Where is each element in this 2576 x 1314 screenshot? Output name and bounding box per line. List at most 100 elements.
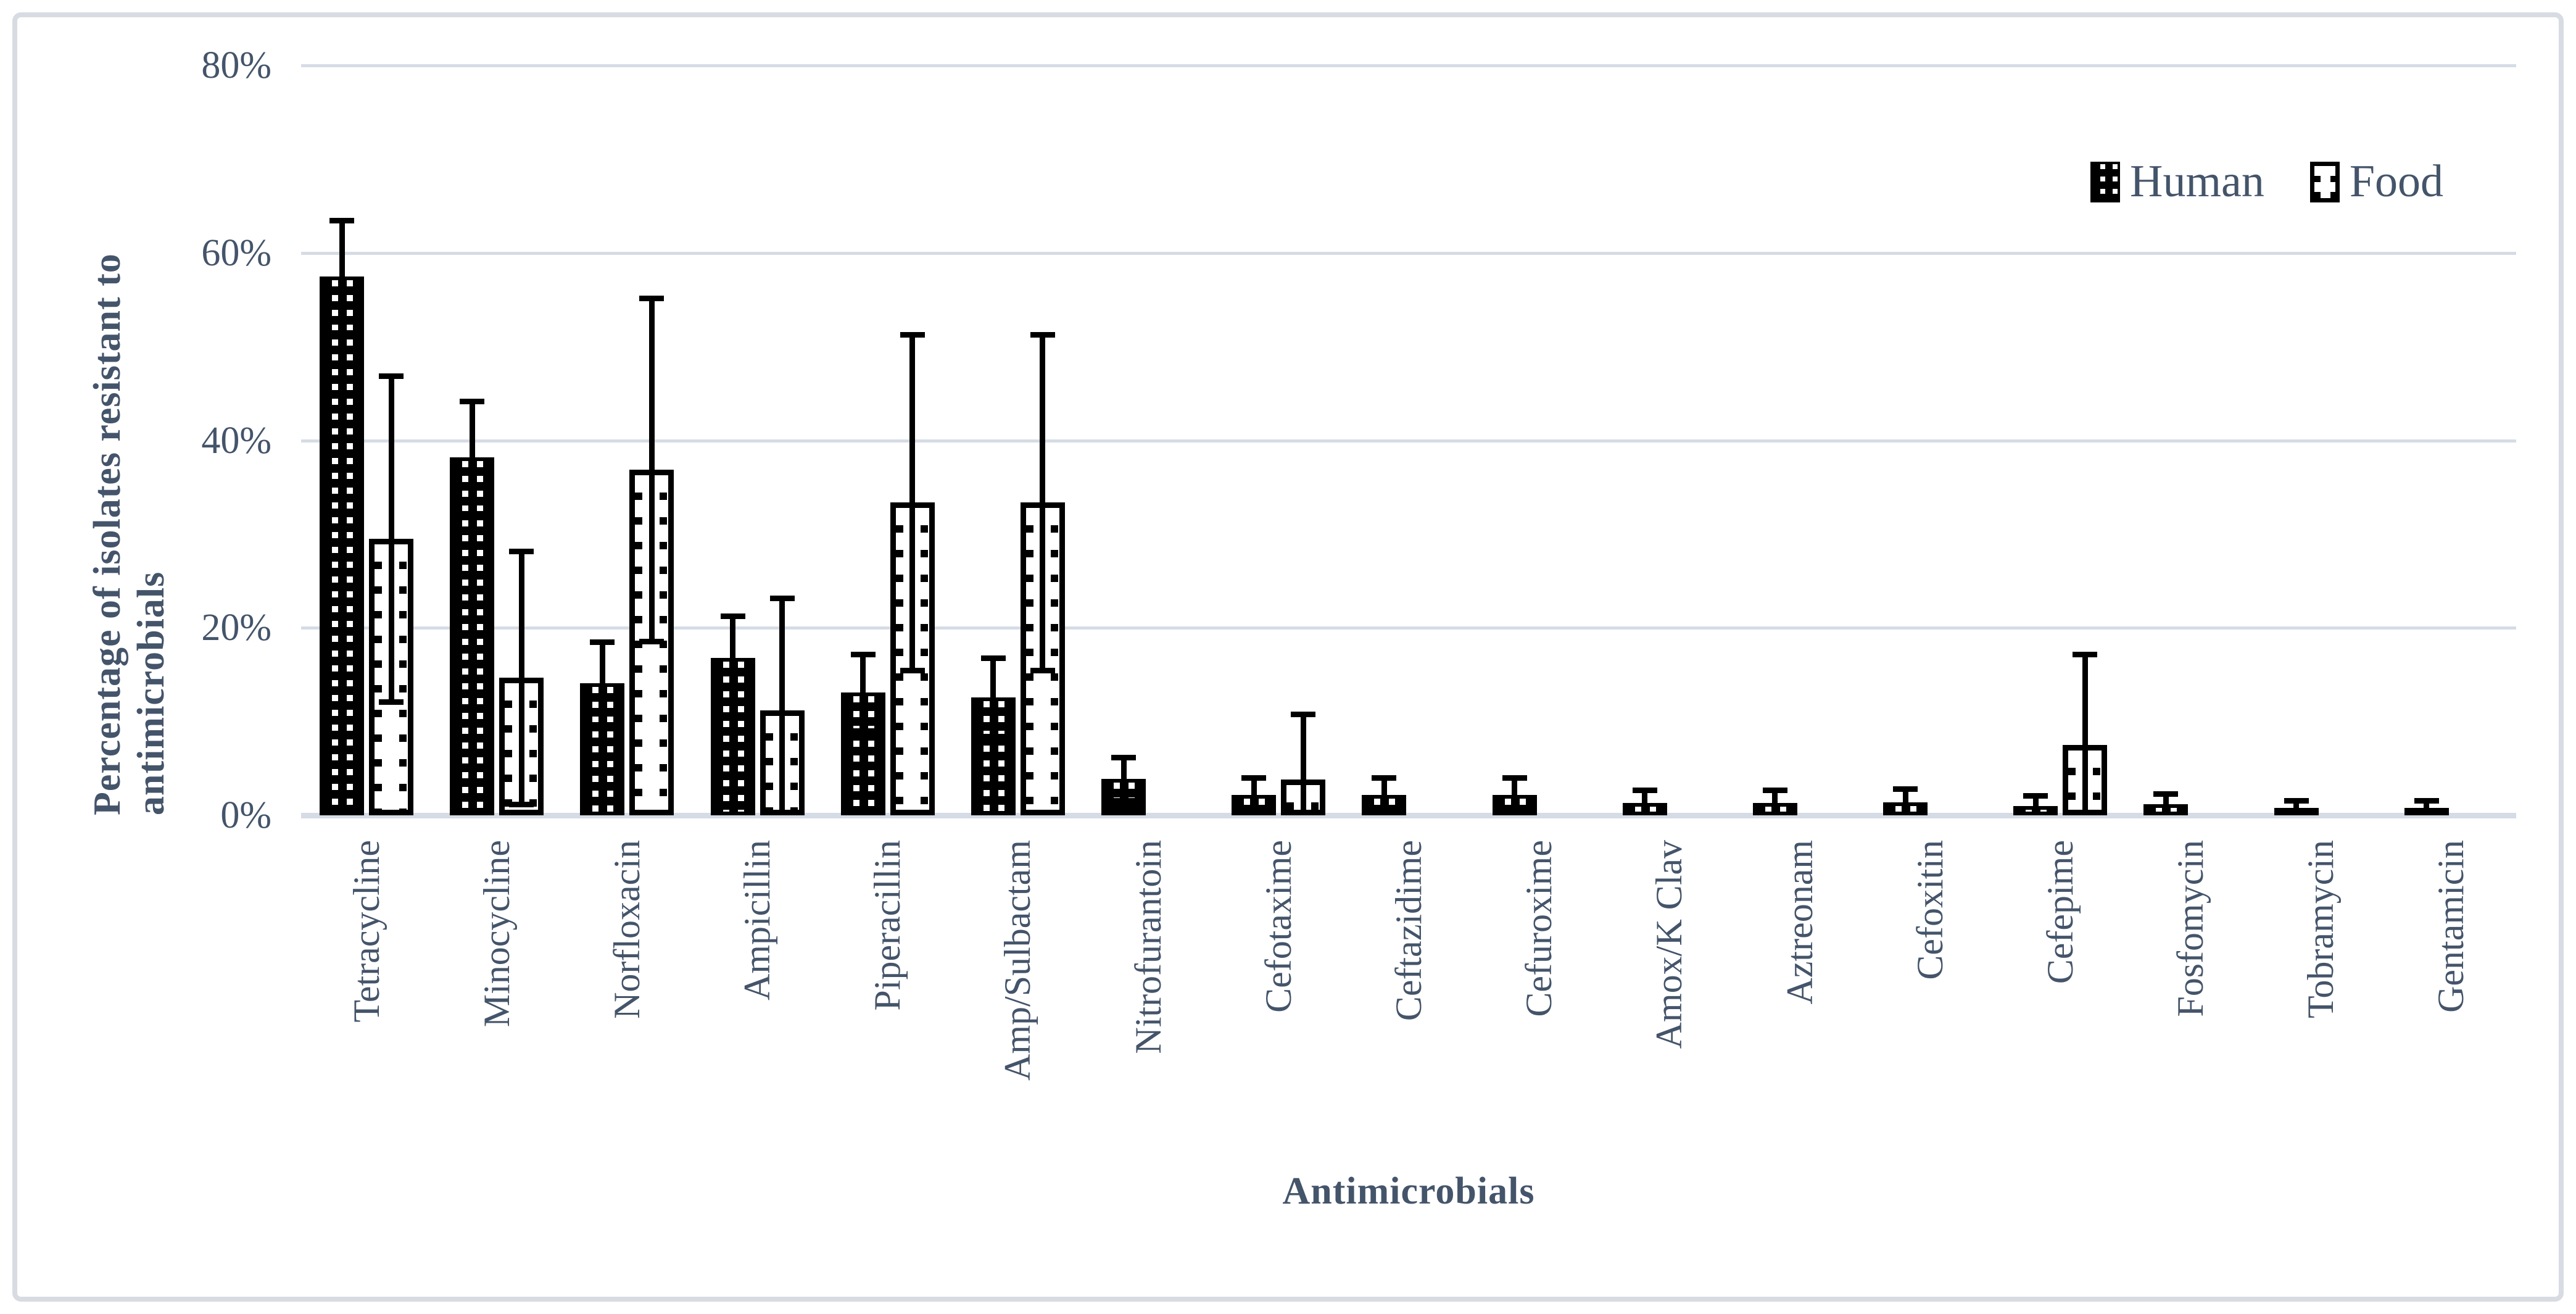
error-cap-top <box>509 548 534 554</box>
error-cap-top <box>2414 797 2439 804</box>
y-tick-label: 60% <box>201 231 271 274</box>
gridline <box>301 626 2516 630</box>
y-tick-label: 0% <box>220 794 271 836</box>
error-bar-human-cefepime <box>2032 796 2039 815</box>
category-label-tetracycline: Tetracycline <box>346 840 387 1023</box>
error-cap-top <box>980 655 1006 661</box>
bar-human-ampicillin <box>710 657 755 815</box>
food-pattern-swatch-icon <box>2309 161 2340 202</box>
error-cap-top <box>1893 786 1918 792</box>
error-bar-human-amox-k-clav <box>1642 789 1648 815</box>
error-bar-food-piperacillin <box>909 334 916 670</box>
error-cap-top <box>639 295 665 301</box>
error-bar-food-cefotaxime <box>1300 713 1306 815</box>
error-bar-food-tetracycline <box>388 375 394 702</box>
error-cap-bottom <box>1241 809 1267 815</box>
category-label-aztreonam: Aztreonam <box>1779 840 1820 1005</box>
error-bar-food-norfloxacin <box>648 297 655 641</box>
y-tick-label: 80% <box>201 44 271 86</box>
bar-human-tetracycline <box>320 276 364 815</box>
error-cap-bottom <box>1030 667 1055 673</box>
gridline <box>301 64 2516 67</box>
legend-item-human: Human <box>2090 156 2264 208</box>
error-bar-food-minocycline <box>518 551 524 804</box>
error-cap-top <box>850 651 876 657</box>
error-cap-bottom <box>1502 809 1527 815</box>
error-bar-human-fosfomycin <box>2163 794 2169 815</box>
error-bar-human-cefotaxime <box>1251 778 1257 812</box>
error-cap-top <box>1111 754 1137 760</box>
category-label-norfloxacin: Norfloxacin <box>606 840 647 1019</box>
error-cap-bottom <box>509 801 534 807</box>
error-bar-human-ampicillin <box>730 615 736 701</box>
category-label-fosfomycin: Fosfomycin <box>2170 840 2211 1017</box>
error-bar-food-cefepime <box>2082 654 2088 815</box>
category-label-ampicillin: Ampicillin <box>737 840 778 1000</box>
error-cap-bottom <box>1111 797 1137 804</box>
error-cap-top <box>1241 775 1267 781</box>
category-label-tobramycin: Tobramycin <box>2300 840 2342 1019</box>
category-label-cefepime: Cefepime <box>2039 840 2081 984</box>
bar-human-norfloxacin <box>580 683 625 815</box>
y-tick-label: 40% <box>201 419 271 462</box>
error-cap-top <box>1030 331 1055 338</box>
bar-human-piperacillin <box>840 692 885 815</box>
legend: Human Food <box>2090 156 2443 208</box>
legend-item-food: Food <box>2309 156 2444 208</box>
error-cap-top <box>2153 791 2179 797</box>
error-cap-bottom <box>900 667 925 673</box>
error-cap-top <box>1291 711 1316 717</box>
error-cap-bottom <box>379 699 404 705</box>
bar-human-minocycline <box>450 457 495 815</box>
category-label-gentamicin: Gentamicin <box>2430 840 2472 1013</box>
error-cap-top <box>1372 775 1397 781</box>
category-label-piperacillin: Piperacillin <box>867 840 908 1011</box>
error-cap-top <box>379 373 404 379</box>
legend-label-food: Food <box>2349 156 2444 207</box>
error-cap-top <box>2023 793 2048 799</box>
error-bar-human-tetracycline <box>339 220 345 333</box>
x-axis-line <box>301 813 2516 818</box>
error-cap-top <box>900 331 925 338</box>
error-cap-top <box>769 595 795 601</box>
error-cap-top <box>460 398 485 404</box>
chart-border <box>12 12 2564 1302</box>
category-label-cefotaxime: Cefotaxime <box>1257 840 1299 1013</box>
error-cap-top <box>590 639 615 646</box>
gridline <box>301 439 2516 443</box>
category-label-cefuroxime: Cefuroxime <box>1518 840 1560 1017</box>
error-bar-human-nitrofurantoin <box>1120 757 1127 800</box>
error-cap-top <box>720 613 745 619</box>
error-bar-human-norfloxacin <box>599 642 605 725</box>
error-bar-human-tobramycin <box>2293 800 2300 815</box>
error-cap-top <box>329 217 354 223</box>
error-cap-top <box>2073 651 2098 657</box>
error-cap-bottom <box>329 330 354 336</box>
legend-label-human: Human <box>2130 156 2264 207</box>
error-cap-bottom <box>980 734 1006 740</box>
error-bar-human-gentamicin <box>2424 800 2430 815</box>
error-bar-food-ampicillin <box>779 597 785 815</box>
error-cap-bottom <box>639 638 665 644</box>
error-cap-bottom <box>850 728 876 734</box>
error-bar-human-cefuroxime <box>1512 778 1518 812</box>
category-label-amox-k-clav: Amox/K Clav <box>1649 840 1690 1049</box>
error-cap-top <box>1762 787 1787 793</box>
category-label-cefoxitin: Cefoxitin <box>1909 840 1950 980</box>
error-cap-top <box>2284 797 2309 804</box>
error-bar-human-aztreonam <box>1772 789 1778 815</box>
human-pattern-swatch-icon <box>2090 161 2120 202</box>
error-cap-bottom <box>1372 809 1397 815</box>
error-bar-food-amp-sulbactam <box>1040 334 1046 670</box>
plot-area <box>301 64 2516 818</box>
error-cap-bottom <box>460 510 485 517</box>
error-bar-human-minocycline <box>469 401 475 514</box>
error-bar-human-piperacillin <box>860 654 866 731</box>
error-bar-human-ceftazidime <box>1381 778 1387 812</box>
gridline <box>301 251 2516 255</box>
error-cap-top <box>1502 775 1527 781</box>
category-label-nitrofurantoin: Nitrofurantoin <box>1127 840 1169 1054</box>
y-tick-label: 20% <box>201 607 271 649</box>
error-bar-human-cefoxitin <box>1902 789 1908 815</box>
